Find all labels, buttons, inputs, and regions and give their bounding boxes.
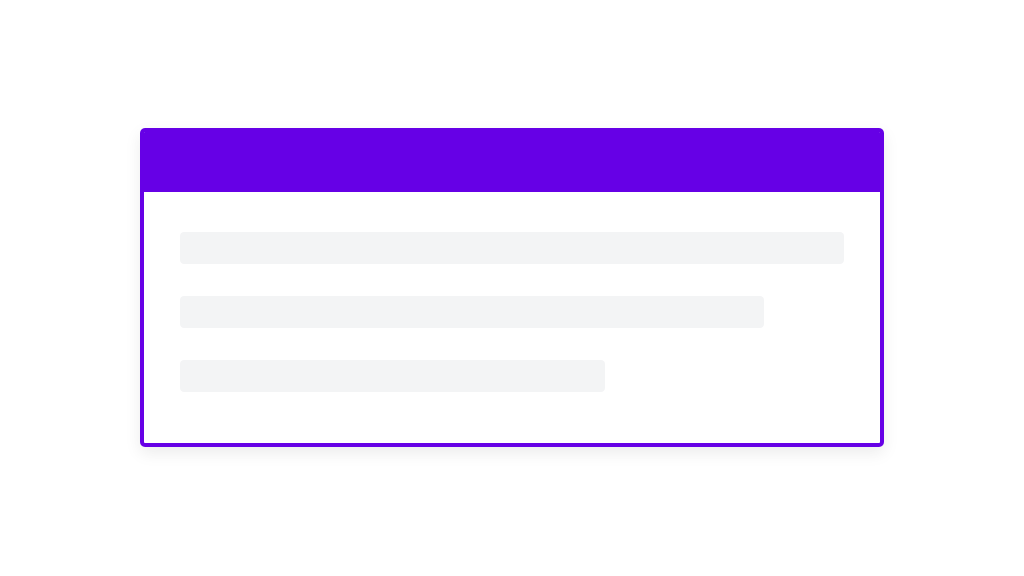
skeleton-line (180, 360, 605, 392)
card-header (144, 132, 880, 192)
skeleton-card (140, 128, 884, 447)
skeleton-line (180, 232, 844, 264)
skeleton-line (180, 296, 764, 328)
